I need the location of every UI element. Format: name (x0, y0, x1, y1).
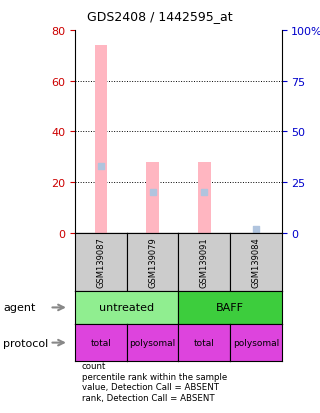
Bar (198, 162, 211, 233)
Point (253, 226, 258, 233)
Text: BAFF: BAFF (216, 303, 244, 313)
Text: protocol: protocol (3, 338, 48, 348)
Text: count: count (82, 361, 106, 370)
Text: polysomal: polysomal (130, 338, 176, 347)
Text: percentile rank within the sample: percentile rank within the sample (82, 372, 227, 381)
Text: polysomal: polysomal (233, 338, 279, 347)
Text: GSM139087: GSM139087 (97, 237, 106, 287)
Point (202, 190, 207, 196)
Text: GDS2408 / 1442595_at: GDS2408 / 1442595_at (87, 10, 233, 23)
Text: GSM139079: GSM139079 (148, 237, 157, 287)
Bar (146, 162, 159, 233)
Text: untreated: untreated (99, 303, 154, 313)
Point (99, 163, 104, 170)
Text: GSM139084: GSM139084 (251, 237, 260, 287)
Text: total: total (91, 338, 111, 347)
Text: GSM139091: GSM139091 (200, 237, 209, 287)
Text: value, Detection Call = ABSENT: value, Detection Call = ABSENT (82, 382, 219, 392)
Text: total: total (194, 338, 215, 347)
Bar (94, 46, 108, 233)
Text: agent: agent (3, 303, 36, 313)
Point (150, 190, 155, 196)
Text: rank, Detection Call = ABSENT: rank, Detection Call = ABSENT (82, 393, 214, 402)
